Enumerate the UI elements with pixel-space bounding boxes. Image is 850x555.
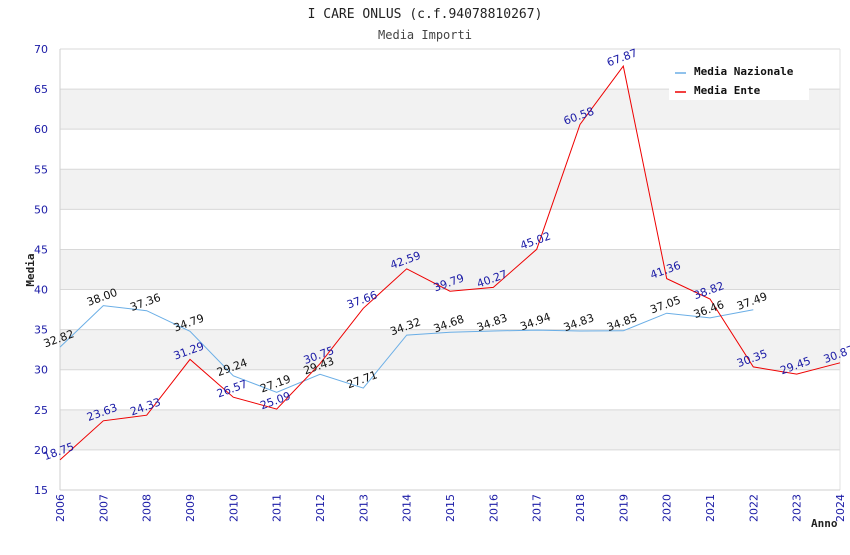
x-tick-label: 2017 — [531, 494, 544, 522]
x-tick-label: 2019 — [617, 494, 630, 522]
y-tick-label: 35 — [34, 324, 48, 337]
y-tick-label: 50 — [34, 203, 48, 216]
y-ticks: 15 20 25 30 35 40 45 50 55 60 65 70 — [34, 43, 48, 497]
y-tick-label: 30 — [34, 364, 48, 377]
x-tick-label: 2012 — [314, 494, 327, 522]
y-tick-label: 40 — [34, 284, 48, 297]
data-label: 37.66 — [345, 289, 379, 312]
chart-subtitle: Media Importi — [378, 28, 472, 42]
y-tick-label: 55 — [34, 163, 48, 176]
gridlines — [60, 48, 841, 491]
y-tick-label: 45 — [34, 243, 48, 256]
x-tick-label: 2022 — [747, 494, 760, 522]
grid-band — [60, 329, 840, 370]
axes — [59, 49, 840, 491]
y-axis-label: Media — [24, 253, 37, 286]
x-tick-label: 2009 — [184, 494, 197, 522]
y-tick-label: 25 — [34, 404, 48, 417]
y-tick-label: 70 — [34, 43, 48, 56]
x-tick-label: 2023 — [791, 494, 804, 522]
x-tick-label: 2018 — [574, 494, 587, 522]
x-tick-label: 2013 — [357, 494, 370, 522]
data-label: 26.57 — [215, 377, 249, 400]
x-tick-label: 2006 — [54, 494, 67, 522]
y-tick-label: 20 — [34, 444, 48, 457]
x-tick-label: 2007 — [97, 494, 110, 522]
x-tick-label: 2010 — [227, 494, 240, 522]
x-tick-label: 2020 — [661, 494, 674, 522]
y-tick-label: 65 — [34, 83, 48, 96]
data-label: 37.05 — [648, 293, 682, 316]
grid-bands — [60, 89, 840, 450]
y-tick-label: 15 — [34, 484, 48, 497]
x-tick-label: 2024 — [834, 494, 847, 522]
grid-band — [60, 169, 840, 210]
legend-label-media-ente: Media Ente — [694, 84, 761, 97]
x-ticks: 2006 2007 2008 2009 2010 2011 2012 2013 2014 2015… — [54, 494, 847, 522]
series-line-media-nazionale — [59, 305, 754, 393]
x-axis-label: Anno — [811, 517, 838, 530]
legend-box — [669, 60, 809, 100]
series-lines — [59, 64, 841, 461]
data-label: 67.87 — [605, 46, 639, 69]
grid-band — [60, 249, 840, 290]
series-line-media-ente — [59, 64, 841, 461]
x-tick-label: 2011 — [271, 494, 284, 522]
chart-title: I CARE ONLUS (c.f.94078810267) — [308, 7, 543, 22]
x-tick-label: 2015 — [444, 494, 457, 522]
x-tick-label: 2014 — [401, 494, 414, 522]
y-tick-label: 60 — [34, 123, 48, 136]
x-tick-label: 2021 — [704, 494, 717, 522]
legend: Media Nazionale Media Ente — [669, 60, 809, 100]
x-tick-label: 2016 — [487, 494, 500, 522]
x-tick-label: 2008 — [141, 494, 154, 522]
legend-label-media-nazionale: Media Nazionale — [694, 65, 794, 78]
grid-band — [60, 409, 840, 450]
